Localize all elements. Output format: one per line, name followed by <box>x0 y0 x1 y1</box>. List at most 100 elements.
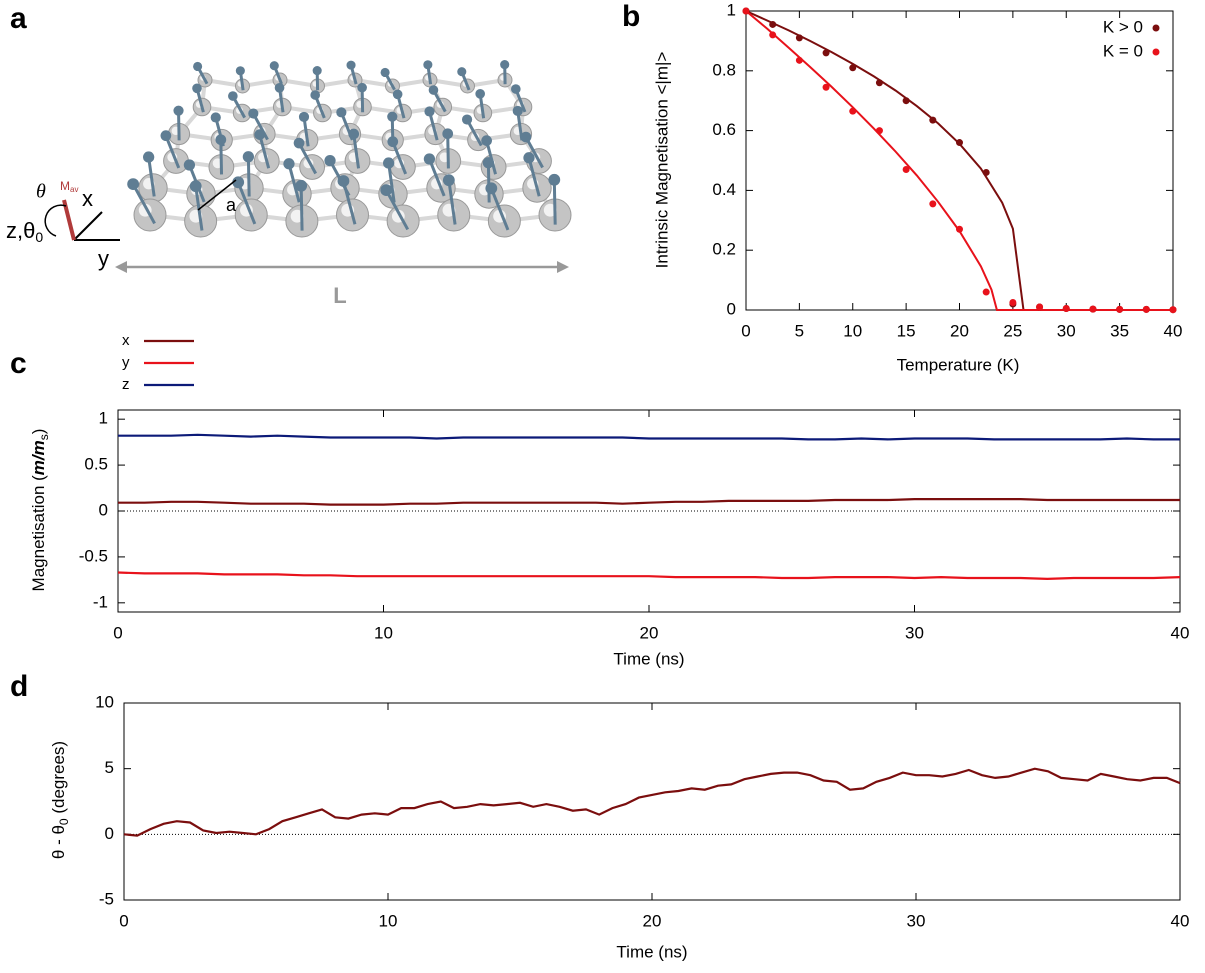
legend-label: K = 0 <box>1103 41 1143 60</box>
spin-head <box>295 179 308 192</box>
x-axis-label: x <box>82 186 93 211</box>
spin-head <box>383 157 395 169</box>
legend-label: K > 0 <box>1103 17 1143 36</box>
spin-head <box>274 83 285 93</box>
spin-head <box>510 84 521 94</box>
y-tick-label: 5 <box>105 758 114 777</box>
spin <box>524 136 544 169</box>
data-line <box>118 433 1180 441</box>
spin-head <box>143 151 155 163</box>
y-tick-label: 0 <box>99 500 108 519</box>
data-point <box>795 56 803 64</box>
y-axis-label-part: ) <box>29 429 48 435</box>
data-point <box>875 79 883 87</box>
x-axis-label: Time (ns) <box>616 942 687 961</box>
spin <box>428 158 446 197</box>
y-axis-label-part: (degrees) <box>49 741 68 818</box>
data-point <box>1089 305 1097 313</box>
spin <box>446 133 450 169</box>
spin <box>485 140 497 175</box>
spin-head <box>380 184 393 197</box>
spin-head <box>512 105 523 116</box>
lattice-illustration <box>127 60 572 238</box>
spin <box>342 180 357 225</box>
data-point <box>956 139 963 147</box>
spin-head <box>235 66 245 76</box>
y-tick-label: -0.5 <box>79 546 108 565</box>
x-tick-label: 20 <box>640 623 659 642</box>
y-tick-label: 0 <box>727 299 736 318</box>
data-point <box>875 127 883 135</box>
x-tick-label: 40 <box>1171 911 1190 930</box>
x-tick-label: 0 <box>119 911 128 930</box>
spin-head <box>210 112 221 123</box>
spin-head <box>312 66 322 76</box>
x-axis-label: Temperature (K) <box>897 355 1020 374</box>
spin-head <box>423 153 436 165</box>
data-point <box>956 225 963 233</box>
spin-head <box>254 129 266 140</box>
y-tick-label: 0.2 <box>712 240 736 259</box>
panel-label: a <box>10 2 27 35</box>
x-tick-label: 30 <box>907 911 926 930</box>
spin <box>447 179 457 225</box>
x-tick-label: 35 <box>1110 321 1129 340</box>
data-point <box>982 168 990 176</box>
panel-label: b <box>622 0 640 33</box>
panel-label: d <box>10 670 28 703</box>
spin-head <box>380 67 390 78</box>
spin-head <box>248 108 259 119</box>
spin-head <box>481 135 492 146</box>
x-tick-label: 10 <box>379 911 398 930</box>
spin <box>552 179 557 225</box>
data-point <box>849 64 857 72</box>
legend-label: y <box>122 354 130 371</box>
x-tick-label: 20 <box>643 911 662 930</box>
spin-head <box>215 134 227 146</box>
spin-head <box>357 82 367 93</box>
z-sub: 0 <box>35 229 43 245</box>
spin-head <box>424 106 435 117</box>
legend-label: x <box>122 332 130 349</box>
spin-head <box>242 151 255 163</box>
y-axis-label: y <box>98 246 109 271</box>
spin-head <box>520 131 532 143</box>
theta-label: θ <box>36 181 46 203</box>
spin-head <box>346 60 356 70</box>
x-tick-label: 30 <box>905 623 924 642</box>
data-point <box>769 31 777 39</box>
legend-marker <box>1152 24 1160 32</box>
y-tick-label: 0 <box>105 824 114 843</box>
spin-head <box>293 137 305 149</box>
y-tick-label: -5 <box>99 889 114 908</box>
spin <box>131 183 156 225</box>
data-point <box>902 165 910 173</box>
data-point <box>929 116 937 124</box>
spin-head <box>337 175 350 187</box>
spin <box>164 135 181 169</box>
y-axis-label: θ - θ0 (degrees) <box>49 741 71 859</box>
spin <box>527 157 541 197</box>
spin-head <box>192 83 202 94</box>
y-tick-label: -1 <box>93 592 108 611</box>
y-axis-label-part: s <box>37 434 51 440</box>
y-tick-label: 0.8 <box>712 60 736 79</box>
data-point <box>1116 305 1124 313</box>
x-tick-label: 5 <box>795 321 804 340</box>
spin <box>297 142 318 175</box>
spin-head <box>485 182 498 195</box>
spin-head <box>442 128 454 140</box>
spin <box>486 162 491 203</box>
spin <box>489 187 510 231</box>
spacing-arrow <box>197 179 237 211</box>
spin-head <box>387 136 399 148</box>
spin-head <box>457 67 467 77</box>
spin-head <box>336 107 347 118</box>
y-tick-label: 10 <box>95 692 114 711</box>
spacing-label: a <box>226 195 237 215</box>
y-axis-label: Magnetisation (m/ms) <box>29 429 51 592</box>
data-point <box>982 288 990 296</box>
data-line <box>123 767 1181 837</box>
x-tick-label: 40 <box>1164 321 1183 340</box>
